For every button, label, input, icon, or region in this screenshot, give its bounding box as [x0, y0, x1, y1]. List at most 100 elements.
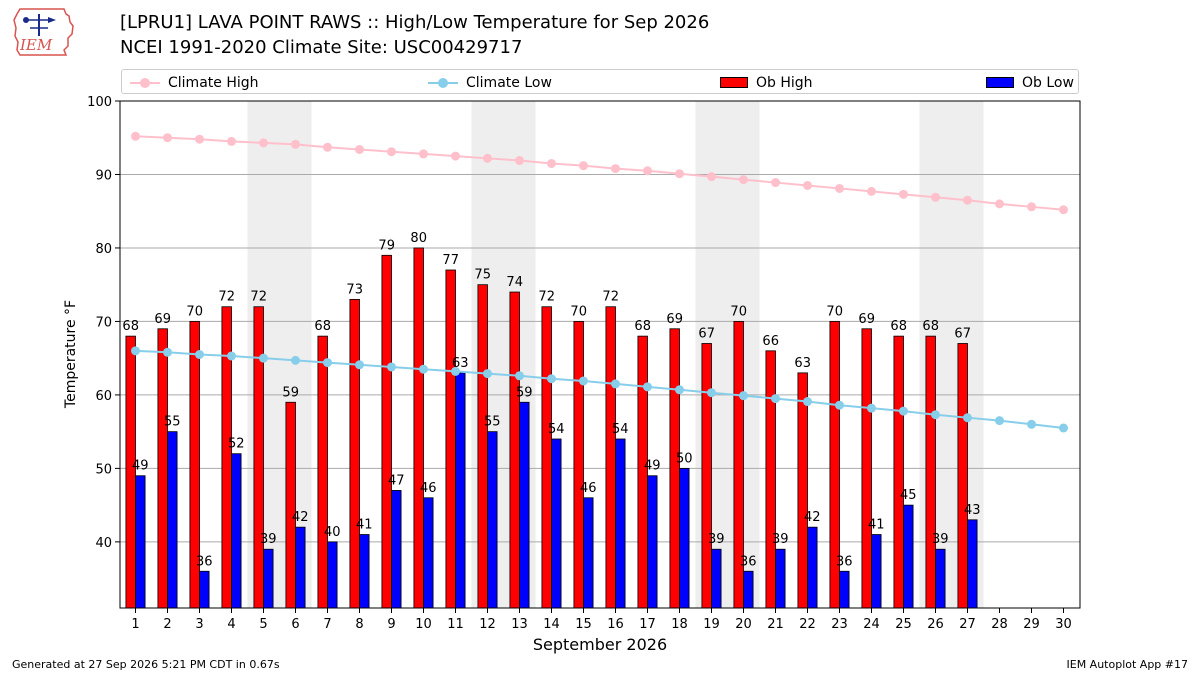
ob-low-bar [135, 475, 146, 609]
ob-high-data-label: 79 [378, 238, 395, 253]
x-tick-label: 28 [991, 617, 1008, 632]
ob-high-data-label: 72 [250, 290, 267, 305]
ob-low-data-label: 59 [516, 385, 533, 400]
ob-high-data-label: 66 [762, 334, 779, 349]
ob-low-bar [199, 570, 210, 609]
y-tick-label: 60 [95, 389, 112, 404]
ob-low-data-label: 43 [964, 503, 981, 518]
ob-low-data-label: 36 [836, 554, 853, 569]
ob-low-bar [551, 438, 562, 609]
legend-climate-high: Climate High [130, 70, 259, 95]
ob-low-bar [711, 548, 722, 609]
chart-subtitle: NCEI 1991-2020 Climate Site: USC00429717 [120, 37, 523, 58]
ob-high-data-label: 68 [890, 319, 907, 334]
y-tick-label: 40 [95, 536, 112, 551]
ob-low-data-label: 45 [900, 488, 917, 503]
ob-low-bar [231, 453, 242, 609]
climate-low-point [707, 388, 716, 398]
ob-low-bar [967, 519, 978, 609]
ob-high-data-label: 72 [218, 290, 235, 305]
climate-low-point [867, 403, 876, 413]
climate-high-point [451, 151, 460, 161]
legend-climate-low-label: Climate Low [466, 74, 552, 91]
y-tick-label: 70 [95, 315, 112, 330]
logo-text: IEM [19, 36, 53, 54]
ob-high-data-label: 68 [634, 319, 651, 334]
climate-high-line [135, 135, 1064, 211]
climate-high-point [739, 175, 748, 185]
x-tick-label: 8 [355, 617, 363, 632]
ob-high-data-label: 69 [154, 312, 171, 327]
x-tick-label: 25 [895, 617, 912, 632]
climate-high-point [771, 178, 780, 188]
climate-low-point [547, 374, 556, 384]
climate-high-point [995, 199, 1004, 209]
x-tick-label: 9 [387, 617, 395, 632]
x-tick-label: 23 [831, 617, 848, 632]
ob-low-data-label: 42 [292, 510, 309, 525]
x-tick-label: 29 [1023, 617, 1040, 632]
x-tick-label: 6 [291, 617, 299, 632]
climate-low-point [483, 369, 492, 379]
climate-low-point [451, 366, 460, 376]
weather-station-icon [23, 14, 56, 36]
ob-high-data-label: 68 [122, 319, 139, 334]
ob-low-bar [679, 467, 690, 609]
climate-low-point [227, 351, 236, 361]
ob-low-data-label: 39 [260, 532, 277, 547]
x-tick-label: 27 [959, 617, 976, 632]
ob-high-bar [573, 321, 584, 609]
climate-low-point [163, 347, 172, 357]
climate-low-point [387, 362, 396, 372]
climate-low-point [899, 406, 908, 416]
ob-high-data-label: 74 [506, 275, 523, 290]
ob-high-bar [445, 269, 456, 609]
ob-low-data-label: 46 [420, 481, 437, 496]
ob-low-bar [327, 541, 338, 609]
ob-low-data-label: 55 [484, 415, 501, 430]
climate-low-point [259, 353, 268, 363]
x-tick-label: 12 [479, 617, 496, 632]
ob-low-data-label: 50 [676, 451, 693, 466]
y-tick-label: 80 [95, 242, 112, 257]
ob-high-bar [957, 343, 968, 609]
legend-ob-low: Ob Low [986, 70, 1074, 95]
climate-low-point [131, 346, 140, 356]
climate-low-point [1059, 423, 1068, 433]
ob-low-bar [263, 548, 274, 609]
y-axis-label: Temperature °F [63, 300, 79, 409]
ob-low-bar [935, 548, 946, 609]
ob-low-bar [423, 497, 434, 609]
climate-high-point [483, 153, 492, 163]
ob-high-bar [157, 328, 168, 609]
ob-low-bar [487, 431, 498, 609]
x-tick-label: 14 [543, 617, 560, 632]
ob-low-bar [583, 497, 594, 609]
ob-high-bar [925, 335, 936, 609]
ob-low-bar [167, 431, 178, 609]
climate-high-point [835, 183, 844, 193]
climate-high-point [1027, 202, 1036, 212]
legend: Climate High Climate Low Ob High Ob Low [121, 69, 1079, 94]
ob-low-bar [519, 401, 530, 609]
ob-low-bar [295, 526, 306, 609]
climate-low-point [291, 355, 300, 365]
x-tick-label: 30 [1055, 617, 1072, 632]
x-tick-label: 11 [447, 617, 464, 632]
ob-low-bar [807, 526, 818, 609]
climate-low-line [135, 349, 1064, 429]
ob-high-data-label: 80 [410, 231, 427, 246]
ob-low-bar [391, 490, 402, 609]
climate-low-point [323, 358, 332, 368]
x-tick-label: 2 [163, 617, 171, 632]
climate-low-point [643, 382, 652, 392]
ob-high-bar [477, 284, 488, 609]
climate-high-point [963, 195, 972, 205]
climate-high-point [675, 169, 684, 179]
ob-high-bar [509, 291, 520, 609]
ob-high-bar [669, 328, 680, 609]
ob-low-data-label: 55 [164, 415, 181, 430]
climate-high-point [547, 158, 556, 168]
ob-low-data-label: 54 [548, 422, 565, 437]
climate-low-point [355, 360, 364, 370]
